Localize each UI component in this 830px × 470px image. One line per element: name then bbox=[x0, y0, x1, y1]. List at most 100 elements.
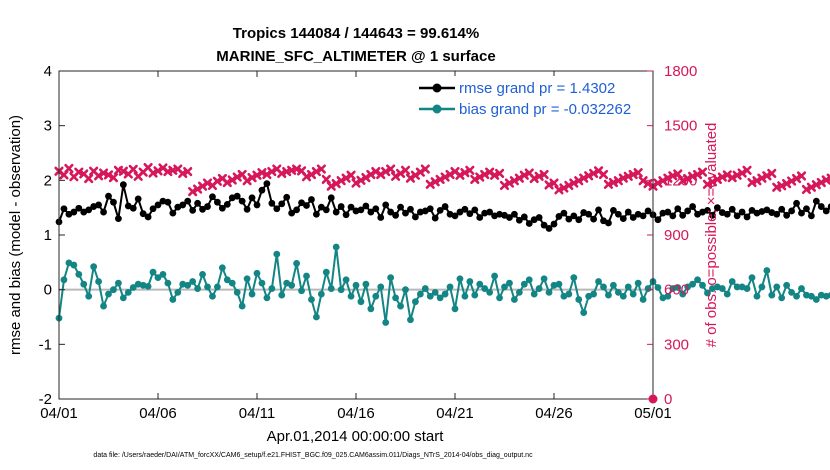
rmse-point bbox=[431, 214, 439, 222]
rmse-point bbox=[679, 211, 687, 219]
bias-point bbox=[159, 270, 167, 278]
count-point bbox=[84, 173, 94, 184]
rmse-point bbox=[535, 214, 543, 221]
rmse-point bbox=[436, 207, 444, 214]
legend: rmse grand pr = 1.4302 bias grand pr = -… bbox=[418, 76, 646, 122]
bias-point bbox=[352, 281, 360, 289]
count-point bbox=[598, 169, 609, 180]
count-point bbox=[400, 165, 411, 175]
rmse-point bbox=[268, 199, 276, 207]
rmse-point bbox=[827, 203, 830, 210]
rmse-point bbox=[243, 205, 251, 213]
rmse-point bbox=[115, 215, 122, 223]
count-point bbox=[356, 175, 366, 185]
right-y-tick-label: 0 bbox=[664, 391, 672, 408]
count-point bbox=[64, 163, 74, 174]
count-point bbox=[579, 173, 589, 183]
rmse-point bbox=[308, 196, 315, 203]
rmse-point bbox=[218, 204, 226, 212]
count-point bbox=[183, 166, 193, 177]
rmse-point bbox=[511, 210, 518, 218]
bias-point bbox=[788, 289, 795, 296]
rmse-point bbox=[119, 181, 127, 189]
count-point bbox=[757, 173, 767, 183]
rmse-point bbox=[614, 210, 622, 218]
rmse-point bbox=[337, 203, 345, 210]
count-point bbox=[574, 176, 584, 186]
count-point bbox=[94, 171, 104, 181]
bias-point bbox=[773, 283, 781, 291]
bias-point bbox=[758, 283, 766, 291]
left-y-tick-label: -1 bbox=[39, 336, 52, 353]
rmse-point bbox=[595, 206, 602, 214]
rmse-point bbox=[233, 192, 241, 200]
bias-point bbox=[570, 274, 578, 282]
bias-point bbox=[372, 292, 380, 300]
count-point bbox=[633, 168, 643, 178]
count-point bbox=[197, 181, 208, 191]
bias-point bbox=[793, 292, 800, 300]
bias-point bbox=[110, 286, 117, 294]
count-point bbox=[791, 173, 802, 184]
rmse-point bbox=[644, 207, 652, 215]
rmse-point bbox=[798, 209, 805, 217]
rmse-point bbox=[100, 208, 107, 216]
count-point bbox=[727, 173, 737, 183]
right-y-tick-label: 300 bbox=[664, 336, 689, 353]
bias-point bbox=[228, 279, 236, 287]
rmse-point bbox=[506, 214, 513, 221]
bias-point bbox=[783, 281, 791, 289]
rmse-point bbox=[456, 208, 464, 216]
bias-point bbox=[515, 289, 523, 296]
left-y-axis-label: rmse and bias (model - observation) bbox=[7, 115, 24, 355]
count-point bbox=[351, 178, 361, 188]
count-point bbox=[321, 174, 331, 185]
right-axis-origin-marker bbox=[648, 394, 658, 404]
count-point bbox=[539, 169, 549, 180]
count-point bbox=[227, 175, 237, 185]
bias-point bbox=[689, 280, 696, 288]
rmse-point bbox=[85, 206, 93, 214]
rmse-point bbox=[238, 197, 246, 205]
count-point bbox=[480, 169, 490, 180]
count-point bbox=[262, 169, 272, 180]
rmse-point bbox=[322, 206, 330, 214]
count-point bbox=[103, 170, 114, 180]
rmse-point bbox=[471, 206, 479, 214]
bias-point bbox=[149, 268, 157, 276]
count-point bbox=[702, 179, 713, 189]
rmse-point bbox=[812, 197, 820, 205]
count-point bbox=[653, 178, 663, 188]
count-point bbox=[643, 179, 653, 189]
chart-title-line1: Tropics 144084 / 144643 = 99.614% bbox=[233, 25, 479, 42]
left-y-tick-label: 3 bbox=[44, 118, 52, 135]
rmse-point bbox=[451, 212, 459, 220]
rmse-point bbox=[293, 206, 300, 214]
rmse-series bbox=[55, 180, 830, 232]
count-point bbox=[395, 168, 406, 179]
rmse-point bbox=[179, 201, 187, 209]
bias-point bbox=[362, 280, 370, 288]
rmse-point bbox=[822, 207, 830, 215]
count-point bbox=[470, 174, 480, 185]
rmse-point bbox=[605, 219, 612, 227]
rmse-point bbox=[367, 208, 375, 216]
rmse-point bbox=[461, 205, 469, 213]
count-point bbox=[346, 170, 356, 180]
bias-point bbox=[540, 275, 548, 283]
rmse-point bbox=[788, 207, 795, 215]
rmse-point bbox=[808, 212, 815, 220]
right-y-tick-label: 900 bbox=[664, 227, 689, 244]
bias-point bbox=[263, 294, 271, 302]
bias-point bbox=[387, 274, 395, 282]
count-point bbox=[232, 172, 242, 182]
rmse-point bbox=[372, 205, 380, 213]
bias-point bbox=[317, 290, 325, 298]
count-point bbox=[128, 164, 138, 174]
bias-point bbox=[471, 291, 479, 299]
rmse-point bbox=[95, 201, 102, 209]
rmse-point bbox=[669, 212, 677, 220]
bias-point bbox=[218, 264, 226, 272]
bias-point bbox=[308, 296, 315, 303]
rmse-point bbox=[407, 205, 414, 213]
